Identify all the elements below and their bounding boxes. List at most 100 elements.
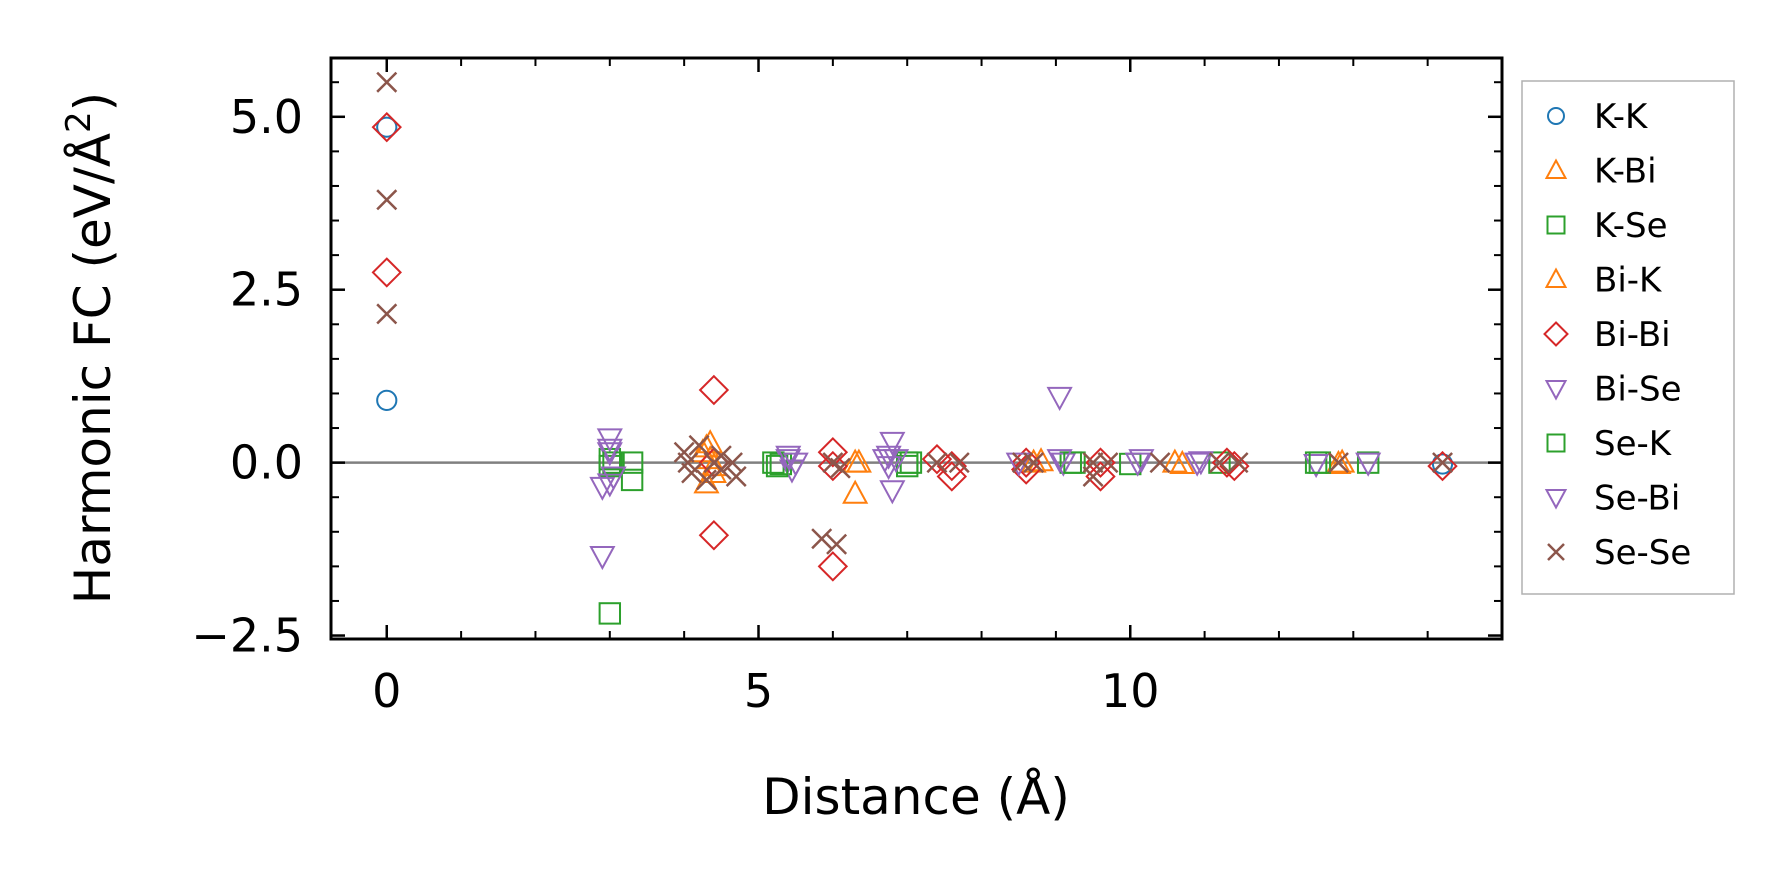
point-bi-bi — [1219, 450, 1250, 482]
point-k-k — [1431, 453, 1454, 475]
point-k-se — [598, 602, 622, 625]
legend-entry-se-k: Se-K — [1546, 424, 1673, 464]
point-se-bi — [882, 449, 910, 474]
legend-entry-se-se: Se-Se — [1547, 533, 1691, 573]
y-axis-label-close: ) — [64, 92, 122, 112]
series-k-k — [376, 116, 1454, 475]
legend-label-k-bi: K-Bi — [1594, 152, 1657, 192]
point-bi-bi — [698, 374, 730, 406]
point-bi-k — [1169, 449, 1196, 475]
point-k-se — [1208, 451, 1231, 474]
y-axis-label: Harmonic FC (eV/Å2) — [59, 92, 122, 604]
point-se-se — [688, 434, 710, 456]
point-se-se — [1149, 452, 1171, 474]
point-bi-se — [589, 546, 616, 571]
point-se-bi — [1046, 449, 1073, 474]
legend: K-K K-Bi K-Se Bi-K Bi-Bi Bi-Se Se-K Se-Bi Se-Se — [1521, 80, 1735, 595]
point-k-bi — [1161, 448, 1188, 473]
legend-marker-se-bi — [1544, 489, 1568, 510]
point-se-se — [695, 469, 717, 491]
legend-entry-k-k: K-K — [1547, 97, 1649, 137]
point-se-se — [1097, 452, 1119, 474]
point-se-se — [725, 465, 747, 487]
plot-frame — [329, 56, 1504, 641]
point-se-se — [811, 528, 833, 550]
point-se-se — [710, 459, 732, 481]
point-se-se — [826, 533, 848, 555]
legend-marker-bi-se — [1544, 380, 1568, 401]
point-se-se — [376, 189, 398, 211]
point-se-bi — [1187, 451, 1214, 476]
legend-label-se-bi: Se-Bi — [1594, 479, 1680, 519]
legend-entry-k-bi: K-Bi — [1544, 152, 1657, 192]
legend-marker-k-bi — [1544, 158, 1568, 179]
point-bi-bi — [936, 461, 968, 492]
point-k-se — [620, 468, 644, 492]
legend-label-bi-se: Bi-Se — [1594, 370, 1682, 410]
x-axis-label: Distance (Å) — [762, 768, 1070, 826]
point-bi-se — [1124, 452, 1151, 477]
series-bi-bi — [371, 111, 1458, 582]
series-se-se — [376, 71, 1454, 555]
point-k-bi — [1325, 449, 1352, 475]
point-k-se — [620, 451, 644, 474]
x-tick-label: 0 — [372, 664, 401, 718]
legend-label-k-se: K-Se — [1594, 206, 1668, 246]
point-k-se — [598, 454, 622, 478]
legend-entry-k-se: K-Se — [1546, 206, 1668, 246]
point-bi-bi — [1211, 447, 1243, 478]
legend-marker-bi-k — [1544, 267, 1568, 288]
y-tick-label: 5.0 — [230, 90, 303, 144]
point-bi-k — [845, 448, 872, 473]
point-se-bi — [775, 445, 802, 470]
point-bi-bi — [371, 111, 402, 143]
series-se-bi — [596, 438, 1214, 491]
point-bi-bi — [1085, 461, 1116, 492]
legend-label-se-se: Se-Se — [1594, 533, 1691, 573]
y-tick-label: 2.5 — [230, 263, 303, 317]
x-tick-label: 5 — [744, 664, 773, 718]
point-bi-bi — [817, 437, 849, 468]
point-se-se — [1023, 452, 1045, 474]
point-bi-bi — [698, 520, 730, 551]
point-k-k — [376, 389, 398, 411]
point-bi-bi — [1427, 450, 1458, 482]
point-se-bi — [596, 438, 623, 463]
point-k-k — [376, 116, 398, 138]
y-tick-label: 0.0 — [230, 436, 303, 490]
point-k-bi — [842, 479, 869, 504]
legend-label-se-k: Se-K — [1594, 424, 1673, 464]
point-se-se — [1227, 452, 1249, 474]
legend-label-k-k: K-K — [1594, 97, 1649, 137]
point-se-bi — [782, 452, 809, 477]
legend-entry-se-bi: Se-Bi — [1544, 479, 1680, 519]
legend-marker-k-se — [1546, 215, 1566, 235]
point-se-bi — [1128, 449, 1155, 474]
point-bi-se — [1046, 386, 1073, 412]
point-bi-bi — [817, 551, 849, 582]
legend-marker-bi-bi — [1543, 321, 1569, 347]
legend-label-bi-k: Bi-K — [1594, 261, 1663, 301]
legend-frame — [1521, 80, 1735, 595]
legend-entry-bi-k: Bi-K — [1544, 261, 1663, 301]
point-se-k — [1308, 451, 1332, 474]
legend-entry-bi-se: Bi-Se — [1544, 370, 1682, 410]
point-se-bi — [600, 466, 627, 491]
y-axis-label-main: Harmonic FC (eV/Å — [64, 133, 122, 604]
point-bi-bi — [817, 450, 849, 482]
legend-marker-k-k — [1547, 107, 1565, 125]
point-se-se — [829, 457, 851, 479]
point-bi-se — [879, 431, 906, 456]
point-se-se — [926, 452, 948, 474]
point-bi-bi — [1085, 447, 1116, 478]
legend-label-bi-bi: Bi-Bi — [1594, 315, 1671, 355]
point-bi-se — [1355, 452, 1382, 477]
point-bi-se — [879, 480, 906, 505]
point-bi-se — [1184, 452, 1211, 477]
x-tick-label: 10 — [1101, 664, 1160, 718]
legend-marker-se-k — [1546, 433, 1566, 453]
point-se-se — [1208, 452, 1230, 474]
y-axis-label-superscript: 2 — [59, 111, 99, 133]
point-se-se — [677, 452, 699, 474]
